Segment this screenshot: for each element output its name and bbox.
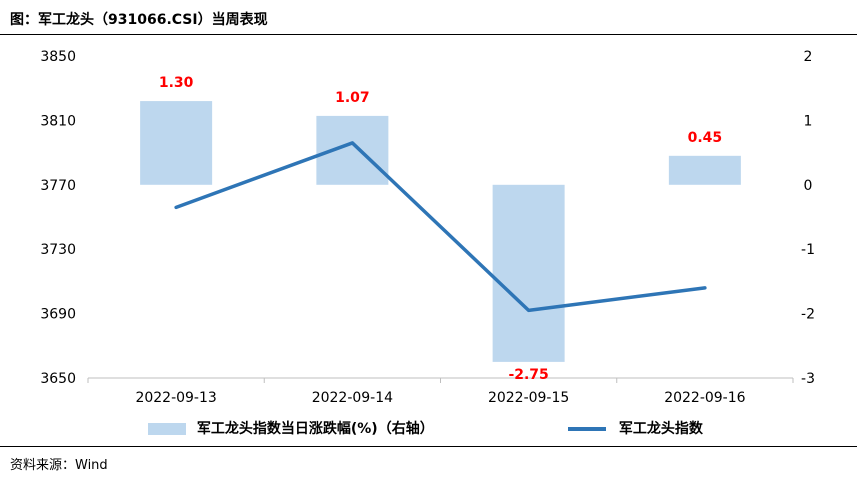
bar-2022-09-16 xyxy=(668,155,741,185)
y-right-tick-label: -1 xyxy=(801,242,815,258)
y-left-tick-label: 3810 xyxy=(40,113,76,129)
legend-line-label: 军工龙头指数 xyxy=(618,421,703,437)
y-left-tick-label: 3850 xyxy=(40,49,76,65)
chart-title: 图：军工龙头（931066.CSI）当周表现 xyxy=(10,12,268,28)
y-right-tick-label: 1 xyxy=(804,113,813,129)
x-tick-label: 2022-09-15 xyxy=(488,390,569,406)
top-rule xyxy=(0,34,857,35)
y-left-tick-label: 3730 xyxy=(40,242,76,258)
y-left-tick-label: 3690 xyxy=(40,307,76,323)
bar-2022-09-15 xyxy=(492,184,565,362)
legend-item-bar: 军工龙头指数当日涨跌幅(%)（右轴） xyxy=(148,418,434,438)
y-right-tick-label: 2 xyxy=(804,49,813,65)
x-tick-label: 2022-09-16 xyxy=(664,390,745,406)
legend-line-swatch xyxy=(568,427,606,431)
index-line xyxy=(174,141,707,313)
y-right-tick-label: 0 xyxy=(804,178,813,194)
y-left-tick-label: 3770 xyxy=(40,178,76,194)
bottom-rule xyxy=(0,446,857,447)
bar-data-label: -2.75 xyxy=(508,367,548,383)
bar-data-label: 0.45 xyxy=(688,130,723,146)
legend-bar-swatch xyxy=(148,423,186,435)
x-tick-label: 2022-09-14 xyxy=(312,390,393,406)
y-right-tick-label: -2 xyxy=(801,307,815,323)
y-left-tick-label: 3650 xyxy=(40,371,76,387)
y-right-tick-label: -3 xyxy=(801,371,815,387)
legend-bar-label: 军工龙头指数当日涨跌幅(%)（右轴） xyxy=(196,421,434,437)
source-note: 资料来源：Wind xyxy=(10,458,108,473)
bar-2022-09-13 xyxy=(140,101,213,185)
legend-item-line: 军工龙头指数 xyxy=(568,418,703,438)
bar-data-label: 1.30 xyxy=(159,75,194,91)
bar-data-label: 1.07 xyxy=(335,90,370,106)
x-tick-label: 2022-09-13 xyxy=(135,390,216,406)
